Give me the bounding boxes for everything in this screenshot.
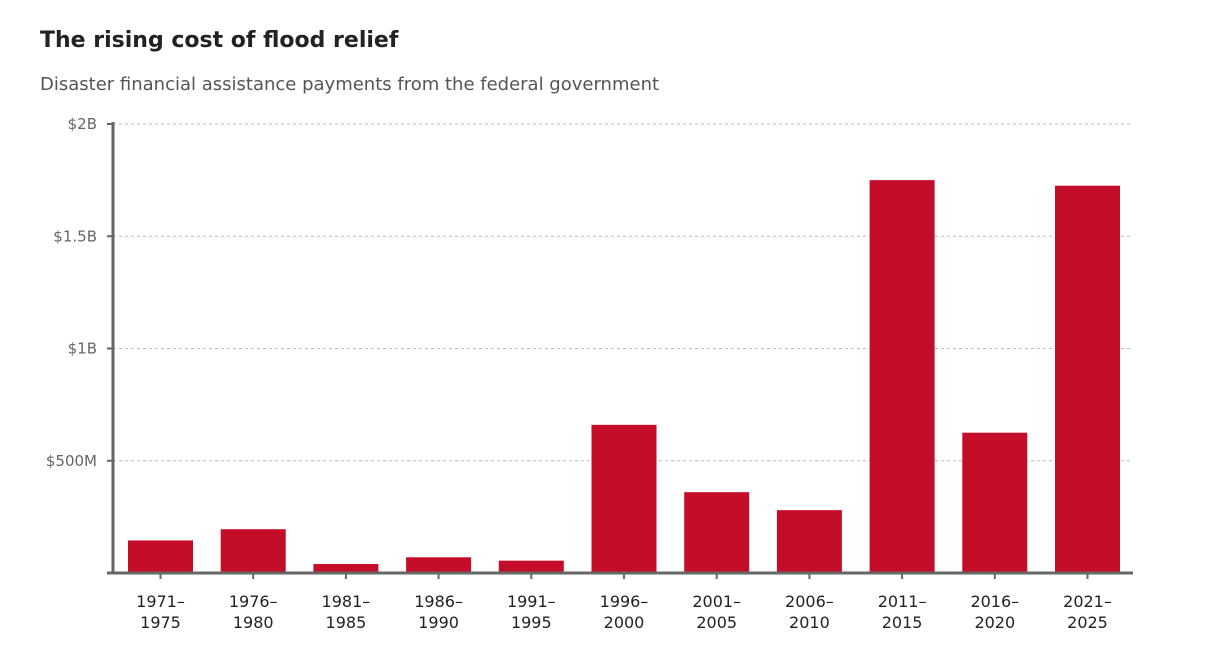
y-tick-label: $1.5B bbox=[53, 227, 97, 245]
bar bbox=[962, 432, 1028, 573]
chart-subtitle: Disaster financial assistance payments f… bbox=[40, 74, 660, 95]
x-tick-label-line: 1985 bbox=[326, 613, 367, 632]
x-tick-label-line: 2021– bbox=[1063, 592, 1112, 611]
y-tick-label: $500M bbox=[46, 452, 97, 470]
x-tick-label-line: 1975 bbox=[140, 613, 181, 632]
x-tick-label: 2016– 2020 bbox=[970, 592, 1019, 632]
x-tick-label-line: 2011– bbox=[878, 592, 927, 611]
x-tick-label: 2006– 2010 bbox=[785, 592, 834, 632]
x-tick-label-line: 1980 bbox=[233, 613, 274, 632]
x-tick-label-line: 2005 bbox=[696, 613, 737, 632]
gridlines bbox=[113, 123, 1133, 462]
bar bbox=[591, 424, 657, 573]
x-tick-label-line: 2001– bbox=[692, 592, 741, 611]
chart-title: The rising cost of flood relief bbox=[40, 28, 399, 53]
x-tick-label-line: 2020 bbox=[974, 613, 1015, 632]
bar bbox=[869, 180, 935, 573]
x-tick-label-line: 1991– bbox=[507, 592, 556, 611]
x-tick-label: 1971– 1975 bbox=[136, 592, 185, 632]
x-tick-label-line: 1971– bbox=[136, 592, 185, 611]
x-tick-label-line: 2000 bbox=[604, 613, 645, 632]
x-tick-label-line: 1996– bbox=[600, 592, 649, 611]
bar bbox=[776, 510, 842, 573]
bar bbox=[684, 492, 750, 573]
x-tick-label: 2001– 2005 bbox=[692, 592, 741, 632]
x-tick-label: 1976– 1980 bbox=[229, 592, 278, 632]
x-axis-ticks: 1971– 1975 1976– 1980 1981– 1985 1986– 1990 1991… bbox=[136, 573, 1112, 632]
bar bbox=[313, 564, 379, 573]
x-tick-label-line: 1995 bbox=[511, 613, 552, 632]
bar bbox=[128, 540, 193, 573]
x-tick-label: 1981– 1985 bbox=[322, 592, 371, 632]
x-tick-label: 2011– 2015 bbox=[878, 592, 927, 632]
x-tick-label-line: 2010 bbox=[789, 613, 830, 632]
bar bbox=[220, 529, 286, 573]
x-tick-label: 1996– 2000 bbox=[600, 592, 649, 632]
y-tick-label: $2B bbox=[68, 115, 97, 133]
x-tick-label-line: 2015 bbox=[882, 613, 923, 632]
x-tick-label-line: 2025 bbox=[1067, 613, 1108, 632]
x-tick-label: 1986– 1990 bbox=[414, 592, 463, 632]
x-tick-label-line: 2016– bbox=[970, 592, 1019, 611]
bar bbox=[1055, 185, 1120, 574]
x-tick-label-line: 1976– bbox=[229, 592, 278, 611]
x-tick-label: 1991– 1995 bbox=[507, 592, 556, 632]
x-tick-label-line: 1990 bbox=[418, 613, 459, 632]
y-axis-ticks: $500M $1B $1.5B $2B bbox=[46, 115, 113, 470]
x-tick-label-line: 2006– bbox=[785, 592, 834, 611]
bar bbox=[498, 560, 564, 573]
bars bbox=[128, 180, 1120, 574]
x-tick-label-line: 1986– bbox=[414, 592, 463, 611]
x-tick-label-line: 1981– bbox=[322, 592, 371, 611]
x-tick-label: 2021– 2025 bbox=[1063, 592, 1112, 632]
bar bbox=[406, 557, 472, 573]
y-tick-label: $1B bbox=[68, 340, 97, 358]
